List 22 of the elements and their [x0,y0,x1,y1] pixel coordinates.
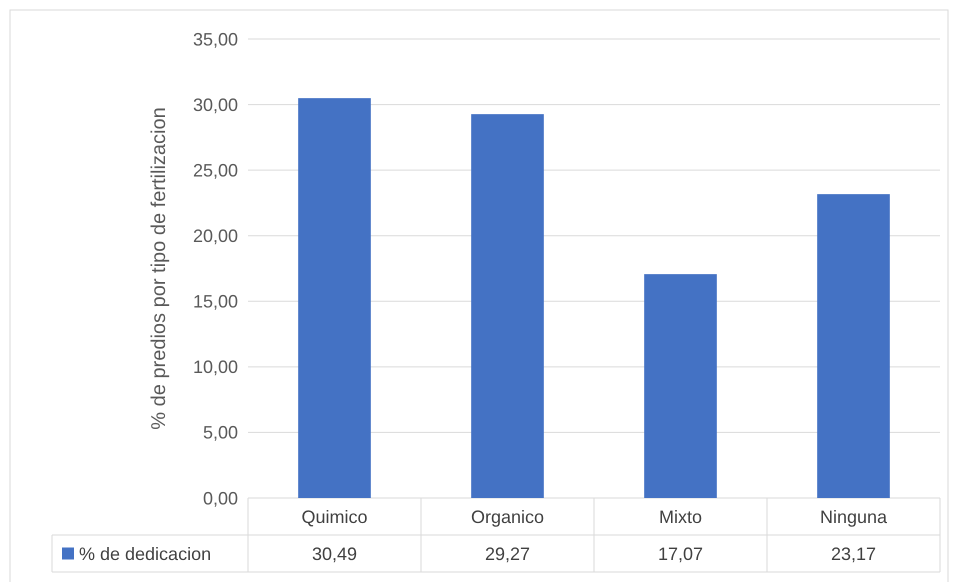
y-tick-label: 25,00 [192,160,238,180]
legend-label: % de dedicacion [79,544,212,564]
bar [471,114,544,498]
data-label: 23,17 [830,544,876,564]
bar [644,274,717,498]
x-tick-label: Ninguna [820,506,888,527]
y-axis-title: % de predios por tipo de fertilizacion [148,107,170,430]
data-label: 17,07 [658,544,704,564]
x-tick-label: Organico [470,506,544,527]
y-tick-label: 0,00 [202,488,238,508]
y-tick-label: 20,00 [192,226,238,246]
y-tick-label: 15,00 [192,292,238,312]
y-tick-label: 35,00 [192,29,238,50]
data-label: 30,49 [312,544,358,564]
x-tick-label: Quimico [301,506,368,527]
bar [817,194,890,498]
y-tick-label: 30,00 [192,94,238,115]
y-tick-label: 10,00 [192,357,238,378]
x-tick-label: Mixto [658,506,702,527]
y-tick-label: 5,00 [202,422,238,443]
bar [298,98,371,498]
data-label: 29,27 [484,544,530,564]
